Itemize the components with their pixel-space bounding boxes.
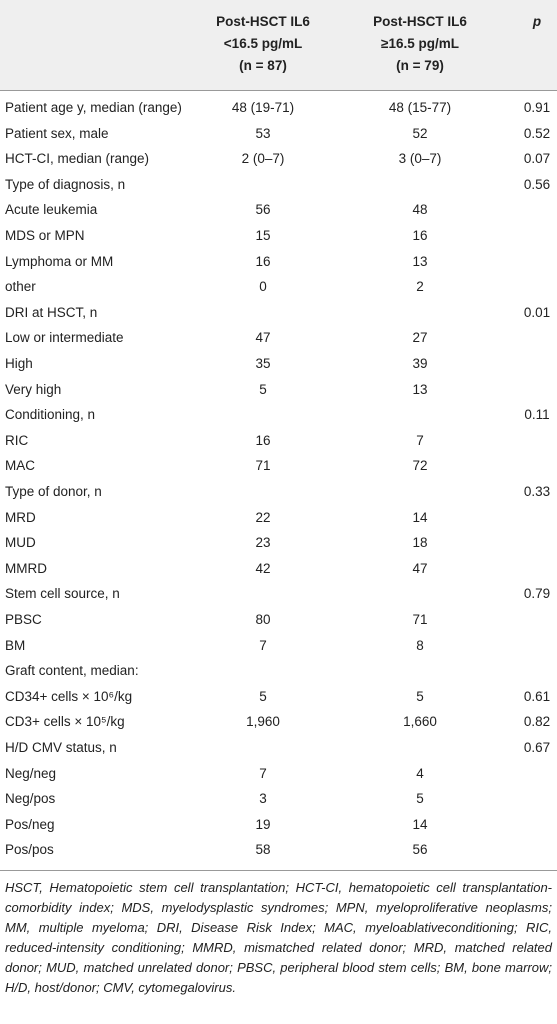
row-label: Conditioning, n [5, 407, 96, 423]
cell-value: 5 [416, 688, 424, 704]
column-header: <16.5 pg/mL [223, 36, 303, 51]
row-label: CD3+ cells × 10⁵/kg [5, 714, 125, 730]
cell-value: 3 [259, 791, 267, 807]
row-label: Type of diagnosis, n [5, 176, 126, 192]
cell-value: 4 [416, 765, 424, 781]
cell-value: 72 [412, 458, 428, 474]
column-header: ≥16.5 pg/mL [381, 36, 459, 51]
column-header: p [532, 14, 542, 29]
cell-value: 1,660 [403, 714, 437, 730]
cell-value: 5 [416, 791, 424, 807]
p-value: 0.33 [523, 484, 551, 499]
row-label: PBSC [5, 612, 42, 627]
cell-value: 22 [255, 509, 271, 525]
row-label: Acute leukemia [5, 202, 98, 218]
row-label: MUD [5, 535, 36, 551]
cell-value: 18 [412, 535, 428, 551]
p-value: 0.07 [523, 151, 551, 167]
row-label: CD34+ cells × 10⁶/kg [5, 688, 133, 704]
column-header: Post-HSCT IL6 [373, 14, 467, 29]
row-label: Low or intermediate [5, 330, 124, 346]
row-label: MRD [5, 509, 36, 525]
row-label: Lymphoma or MM [5, 253, 114, 269]
p-value: 0.82 [523, 714, 551, 730]
cell-value: 56 [412, 842, 428, 858]
cell-value: 2 (0–7) [241, 151, 285, 167]
row-label: Patient sex, male [5, 125, 109, 141]
cell-value: 7 [259, 637, 267, 653]
cell-value: 48 [412, 202, 428, 218]
row-label: Stem cell source, n [5, 586, 120, 602]
rule [0, 870, 557, 871]
cell-value: 16 [412, 228, 428, 243]
row-label: Pos/neg [5, 816, 55, 832]
cell-value: 1,960 [246, 714, 280, 730]
cell-value: 35 [255, 356, 271, 371]
row-label: DRI at HSCT, n [5, 304, 98, 320]
cell-value: 48 (19-71) [231, 100, 295, 115]
cell-value: 16 [255, 253, 271, 269]
cell-value: 0 [259, 279, 267, 295]
cell-value: 52 [412, 125, 428, 141]
row-label: other [5, 279, 36, 295]
row-label: H/D CMV status, n [5, 740, 117, 755]
cell-value: 19 [255, 816, 271, 832]
row-label: RIC [5, 432, 29, 448]
p-value: 0.01 [523, 304, 551, 320]
row-label: Pos/pos [5, 842, 54, 858]
column-header: (n = 79) [396, 58, 444, 73]
cell-value: 80 [255, 612, 271, 627]
cell-value: 48 (15-77) [388, 100, 452, 115]
cell-value: 3 (0–7) [398, 151, 442, 167]
cell-value: 2 [416, 279, 424, 295]
p-value: 0.52 [523, 125, 551, 141]
cell-value: 15 [255, 228, 271, 243]
row-label: High [5, 356, 33, 371]
p-value: 0.91 [523, 100, 551, 115]
cell-value: 71 [255, 458, 271, 474]
cell-value: 7 [259, 765, 267, 781]
column-header: (n = 87) [239, 58, 287, 73]
p-value: 0.56 [523, 176, 551, 192]
row-label: Patient age y, median (range) [5, 100, 182, 115]
cell-value: 47 [255, 330, 271, 346]
row-label: Type of donor, n [5, 484, 102, 499]
cell-value: 5 [259, 381, 267, 397]
cell-value: 7 [416, 432, 424, 448]
cell-value: 47 [412, 560, 428, 576]
row-label: BM [5, 637, 26, 653]
column-header: Post-HSCT IL6 [216, 14, 310, 29]
cell-value: 42 [255, 560, 271, 576]
cell-value: 53 [255, 125, 271, 141]
cell-value: 23 [255, 535, 271, 551]
row-label: MDS or MPN [5, 228, 85, 243]
cell-value: 71 [412, 612, 428, 627]
footnote: HSCT, Hematopoietic stem cell transplant… [5, 880, 552, 995]
header-band [0, 0, 557, 91]
cell-value: 14 [412, 509, 428, 525]
row-label: MAC [5, 458, 35, 474]
row-label: Neg/neg [5, 765, 57, 781]
row-label: Very high [5, 381, 62, 397]
row-label: Neg/pos [5, 791, 56, 807]
cell-value: 8 [416, 637, 424, 653]
p-value: 0.61 [523, 688, 551, 704]
cell-value: 56 [255, 202, 271, 218]
cell-value: 13 [412, 381, 428, 397]
cell-value: 27 [412, 330, 428, 346]
cell-value: 16 [255, 432, 271, 448]
p-value: 0.67 [523, 740, 551, 755]
cell-value: 13 [412, 253, 428, 269]
p-value: 0.11 [524, 407, 550, 423]
cell-value: 58 [255, 842, 271, 858]
cell-value: 5 [259, 688, 267, 704]
cell-value: 14 [412, 816, 428, 832]
row-label: MMRD [5, 560, 47, 576]
row-label: HCT-CI, median (range) [5, 151, 150, 167]
row-label: Graft content, median: [5, 663, 139, 679]
p-value: 0.79 [523, 586, 551, 602]
cell-value: 39 [412, 356, 428, 371]
